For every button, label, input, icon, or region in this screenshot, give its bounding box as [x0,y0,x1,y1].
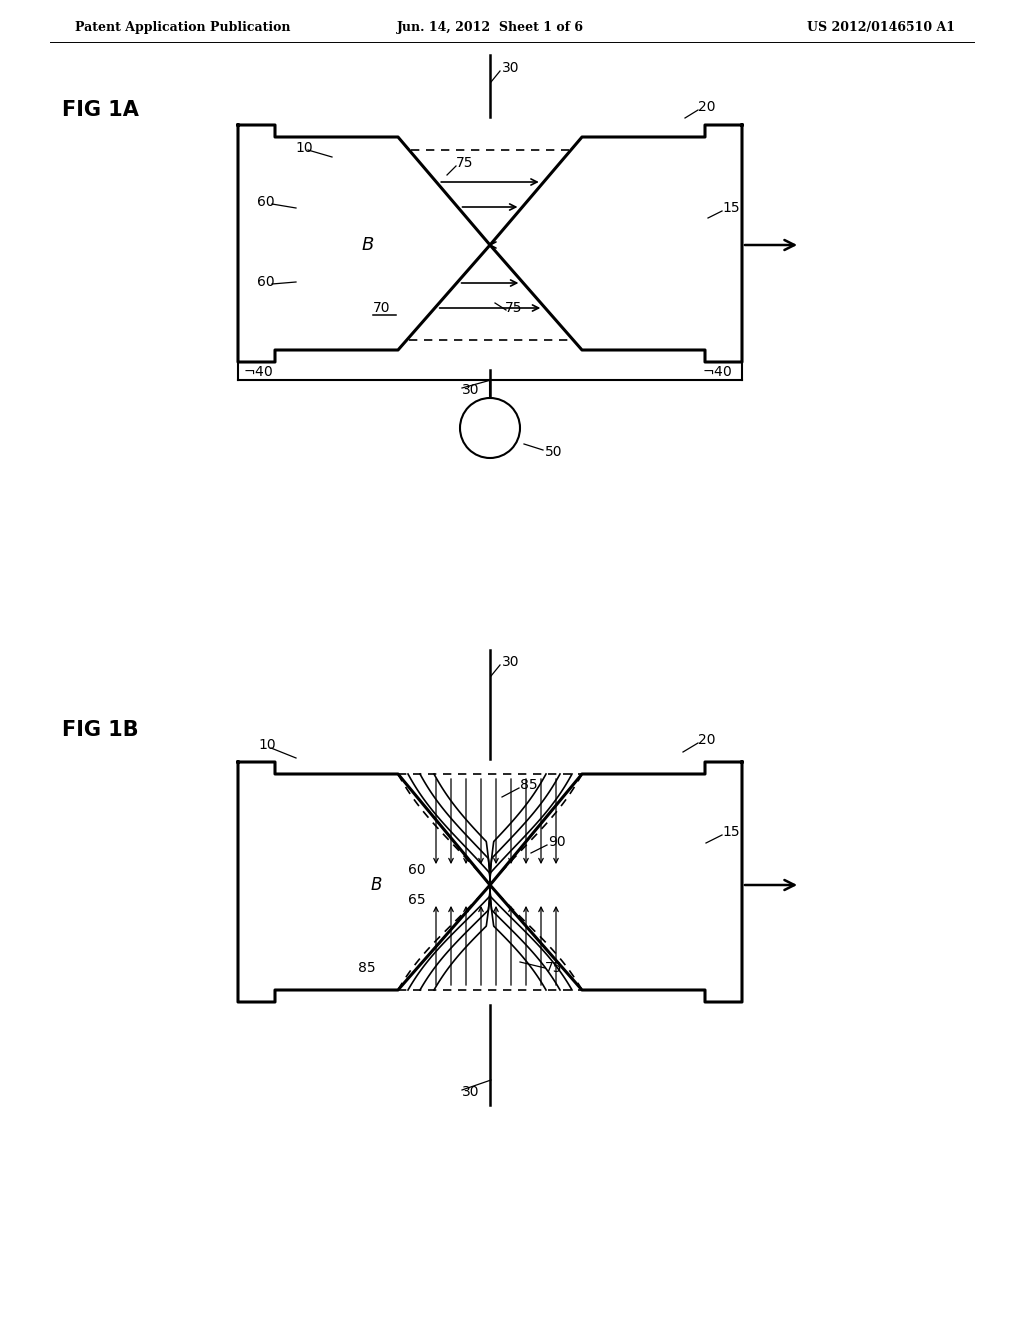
Text: $\neg$40: $\neg$40 [243,366,273,379]
Text: 60: 60 [257,195,274,209]
Text: 10: 10 [258,738,275,752]
Text: V: V [483,418,497,437]
Text: 85: 85 [358,961,376,975]
Text: 90: 90 [548,836,565,849]
Text: 30: 30 [502,61,519,75]
Text: 60: 60 [408,863,426,876]
Text: 15: 15 [722,825,739,840]
Text: Patent Application Publication: Patent Application Publication [75,21,291,33]
Text: 85: 85 [520,777,538,792]
Text: 75: 75 [505,301,522,315]
Text: 30: 30 [462,1085,479,1100]
Text: 30: 30 [502,655,519,669]
Text: B: B [361,236,374,253]
Text: 65: 65 [408,894,426,907]
Text: FIG 1B: FIG 1B [62,719,138,741]
Text: 70: 70 [374,301,391,315]
Text: $\neg$40: $\neg$40 [702,366,732,379]
Text: Jun. 14, 2012  Sheet 1 of 6: Jun. 14, 2012 Sheet 1 of 6 [396,21,584,33]
Text: 15: 15 [722,201,739,215]
Text: 60: 60 [257,275,274,289]
Text: 50: 50 [545,445,562,459]
Text: 30: 30 [462,383,479,397]
Text: B: B [371,876,382,894]
Text: 75: 75 [456,156,473,170]
Text: 20: 20 [698,100,716,114]
Text: 20: 20 [698,733,716,747]
Text: FIG 1A: FIG 1A [62,100,139,120]
Circle shape [460,399,520,458]
Text: 75: 75 [545,961,562,975]
Text: US 2012/0146510 A1: US 2012/0146510 A1 [807,21,955,33]
Text: 10: 10 [295,141,312,154]
